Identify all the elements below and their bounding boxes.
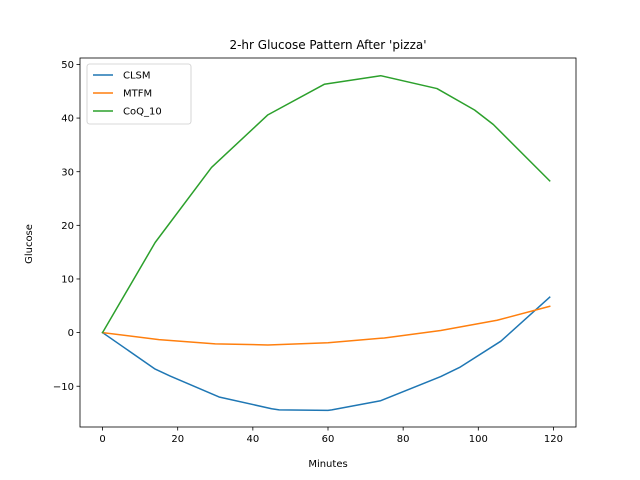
x-tick-label: 40 (246, 434, 259, 445)
legend-box (86, 63, 192, 125)
y-tick-label: −10 (53, 382, 74, 393)
legend: CLSM MTFM CoQ_10 (86, 63, 192, 125)
series-line-coq-10 (101, 74, 551, 334)
legend-label-mtfm: MTFM (123, 89, 152, 100)
x-tick-label: 100 (469, 434, 488, 445)
x-tick-label: 0 (99, 434, 105, 445)
x-tick-label: 20 (171, 434, 184, 445)
chart-title: 2-hr Glucose Pattern After 'pizza' (229, 38, 426, 52)
axes: 0 20 40 60 80 100 120 −10 0 10 20 30 40 50 (53, 57, 577, 445)
y-tick-label: 50 (61, 60, 74, 71)
y-tick-label: 20 (61, 221, 74, 232)
series-lines (101, 74, 551, 412)
x-tick-label: 60 (322, 434, 335, 445)
y-tick-label: 0 (68, 328, 74, 339)
legend-label-clsm: CLSM (123, 71, 151, 82)
series-line-clsm (101, 296, 551, 412)
y-tick-label: 40 (61, 114, 74, 125)
y-axis-label: Glucose (24, 224, 35, 264)
x-axis-label: Minutes (308, 459, 347, 470)
x-tick-label: 120 (544, 434, 563, 445)
legend-label-coq-10: CoQ_10 (123, 107, 162, 118)
series-line-mtfm (101, 305, 551, 346)
y-tick-label: 30 (61, 167, 74, 178)
x-tick-label: 80 (397, 434, 410, 445)
y-tick-label: 10 (61, 275, 74, 286)
